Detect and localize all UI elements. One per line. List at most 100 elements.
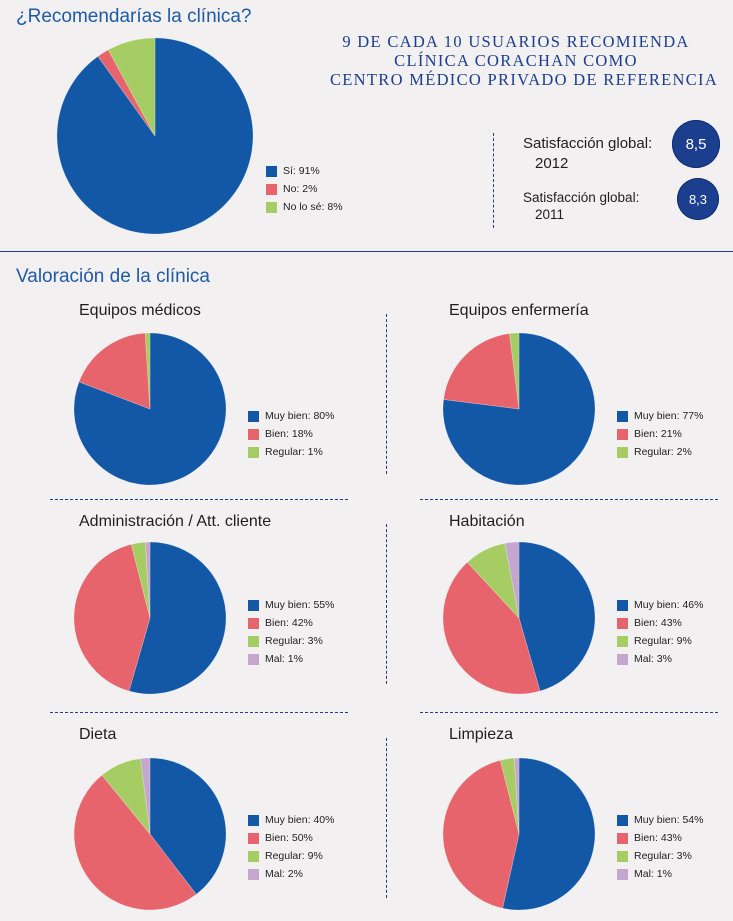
legend-swatch	[248, 410, 259, 422]
satisfaction-2011-score-badge: 8,3	[677, 178, 719, 220]
limpieza-pie-chart	[442, 757, 596, 911]
pie-slice-muy-bien	[518, 541, 596, 692]
legend-label: Muy bien: 40%	[265, 814, 335, 826]
legend-label: Muy bien: 80%	[265, 410, 335, 422]
satisfaction-2012-label: Satisfacción global:	[523, 135, 653, 152]
legend-swatch	[617, 410, 628, 422]
legend-item-muy-bien: Muy bien: 80%	[248, 407, 334, 425]
satisfaction-2011: Satisfacción global: 2011	[523, 189, 639, 223]
legend-swatch	[617, 868, 628, 880]
row-divider	[420, 499, 718, 500]
satisfaction-2012-year: 2012	[535, 155, 569, 172]
legend-swatch	[266, 165, 277, 177]
pie-slice-mal	[144, 541, 151, 619]
satisfaction-divider	[493, 133, 494, 228]
legend-item-regular: Regular: 9%	[248, 847, 334, 865]
legend-item-muy-bien: Muy bien: 77%	[617, 407, 703, 425]
legend-swatch	[617, 599, 628, 611]
legend-label: Muy bien: 54%	[634, 814, 704, 826]
legend-swatch	[248, 868, 259, 880]
equipos-medicos-pie-chart	[73, 332, 227, 486]
pie-slice-no-lo-s	[107, 37, 156, 137]
legend-item-bien: Bien: 43%	[617, 614, 703, 632]
legend-swatch	[248, 635, 259, 647]
legend-label: Regular: 1%	[265, 446, 323, 458]
chart-title-equipos-medicos: Equipos médicos	[79, 302, 201, 319]
legend-swatch	[617, 617, 628, 629]
legend-item-regular: Regular: 1%	[248, 443, 334, 461]
legend-label: No: 2%	[283, 183, 318, 195]
legend-item-regular: Regular: 3%	[248, 632, 334, 650]
legend-label: Muy bien: 77%	[634, 410, 704, 422]
legend-item-mal: Mal: 1%	[617, 865, 703, 883]
equipos-enfermeria-legend: Muy bien: 77% Bien: 21% Regular: 2%	[617, 407, 703, 461]
legend-swatch	[266, 201, 277, 213]
chart-title-limpieza: Limpieza	[449, 726, 514, 743]
legend-label: Mal: 1%	[265, 653, 303, 665]
legend-swatch	[266, 183, 277, 195]
administracion-pie-chart	[73, 541, 227, 695]
legend-item-muy-bien: Muy bien: 55%	[248, 596, 334, 614]
legend-item-bien: Bien: 21%	[617, 425, 703, 443]
legend-swatch	[248, 599, 259, 611]
recommend-section-title: ¿Recomendarías la clínica?	[16, 6, 252, 27]
legend-swatch	[248, 850, 259, 862]
row-divider	[420, 712, 718, 713]
legend-swatch	[617, 814, 628, 826]
pie-slice-bien	[73, 543, 151, 692]
legend-label: Bien: 43%	[634, 832, 682, 844]
pie-slice-regular	[130, 541, 151, 619]
legend-label: Mal: 1%	[634, 868, 672, 880]
pie-slice-bien	[73, 774, 197, 911]
satisfaction-2012-score-badge: 8,5	[672, 120, 720, 168]
legend-item-muy-bien: Muy bien: 46%	[617, 596, 703, 614]
pie-slice-mal	[513, 757, 520, 835]
legend-item-regular: Regular: 9%	[617, 632, 703, 650]
valoracion-section-title: Valoración de la clínica	[16, 266, 210, 287]
satisfaction-2011-year: 2011	[535, 207, 565, 222]
legend-item-regular: Regular: 2%	[617, 443, 703, 461]
legend-swatch	[617, 635, 628, 647]
pie-slice-muy-bien	[442, 332, 596, 486]
legend-item-bien: Bien: 50%	[248, 829, 334, 847]
legend-item-no-lo-s: No lo sé: 8%	[266, 198, 343, 216]
pie-slice-muy-bien	[149, 757, 227, 895]
pie-slice-regular	[101, 758, 151, 835]
legend-item-mal: Mal: 2%	[248, 865, 334, 883]
satisfaction-2012: Satisfacción global: 2012	[523, 134, 652, 174]
legend-item-mal: Mal: 1%	[248, 650, 334, 668]
column-divider	[386, 738, 387, 898]
equipos-medicos-legend: Muy bien: 80% Bien: 18% Regular: 1%	[248, 407, 334, 461]
recommend-headline: 9 DE CADA 10 USUARIOS RECOMIENDA CLÍNICA…	[330, 32, 719, 89]
chart-title-habitacion: Habitación	[449, 513, 525, 530]
legend-label: Bien: 21%	[634, 428, 682, 440]
legend-item-bien: Bien: 42%	[248, 614, 334, 632]
legend-swatch	[248, 653, 259, 665]
chart-title-dieta: Dieta	[79, 726, 117, 743]
legend-label: No lo sé: 8%	[283, 201, 343, 213]
pie-slice-bien	[442, 759, 520, 909]
legend-swatch	[248, 814, 259, 826]
satisfaction-2012-score: 8,5	[685, 135, 707, 153]
satisfaction-2011-label: Satisfacción global:	[523, 190, 640, 205]
legend-label: Bien: 50%	[265, 832, 313, 844]
limpieza-legend: Muy bien: 54% Bien: 43% Regular: 3% Mal: 1%	[617, 811, 703, 883]
pie-slice-bien	[443, 333, 520, 410]
recommend-headline-line: CENTRO MÉDICO PRIVADO DE REFERENCIA	[330, 70, 719, 89]
recommend-pie-legend: Sí: 91% No: 2% No lo sé: 8%	[266, 162, 343, 216]
pie-slice-muy-bien	[128, 541, 227, 695]
recommend-headline-line: 9 DE CADA 10 USUARIOS RECOMIENDA	[342, 32, 690, 51]
legend-item-bien: Bien: 43%	[617, 829, 703, 847]
legend-label: Bien: 43%	[634, 617, 682, 629]
pie-slice-regular	[509, 332, 520, 410]
legend-label: Sí: 91%	[283, 165, 320, 177]
legend-swatch	[617, 653, 628, 665]
pie-slice-mal	[504, 541, 520, 619]
legend-item-regular: Regular: 3%	[617, 847, 703, 865]
pie-slice-regular	[466, 542, 520, 619]
administracion-legend: Muy bien: 55% Bien: 42% Regular: 3% Mal: 1%	[248, 596, 334, 668]
legend-swatch	[617, 446, 628, 458]
legend-swatch	[248, 832, 259, 844]
legend-label: Bien: 18%	[265, 428, 313, 440]
legend-item-s: Sí: 91%	[266, 162, 343, 180]
